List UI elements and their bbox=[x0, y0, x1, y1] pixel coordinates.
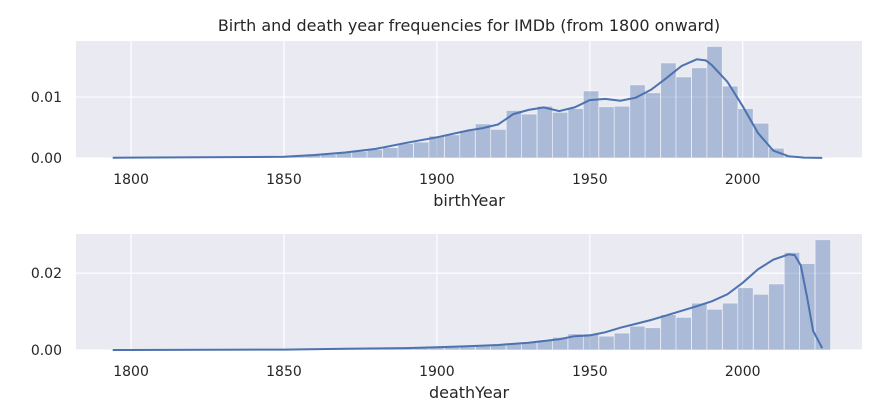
histogram-bar bbox=[660, 314, 677, 351]
histogram-bar bbox=[459, 130, 476, 159]
histogram-bar bbox=[382, 147, 399, 159]
death-year-panel: 1800 1850 1900 1950 2000 0.00 0.02 deathYear bbox=[31, 234, 862, 402]
histogram-bar bbox=[366, 149, 383, 159]
histogram-bar bbox=[552, 111, 569, 159]
histogram-bar bbox=[737, 108, 754, 159]
x-tick-label: 1850 bbox=[266, 172, 302, 188]
x-tick-label: 1900 bbox=[419, 172, 455, 188]
histogram-bar bbox=[613, 332, 631, 351]
histogram-bar bbox=[768, 147, 785, 159]
histogram-bar bbox=[691, 67, 708, 159]
y-tick-label: 0.00 bbox=[31, 343, 62, 359]
x-tick-label: 1800 bbox=[113, 364, 149, 380]
histogram-bar bbox=[768, 283, 785, 351]
x-tick-label: 2000 bbox=[725, 172, 761, 188]
histogram-bar bbox=[644, 327, 661, 351]
x-tick-labels: 1800 1850 1900 1950 2000 bbox=[113, 172, 760, 188]
histogram-bar bbox=[490, 128, 507, 159]
histogram-bar bbox=[536, 105, 553, 159]
histogram-bar bbox=[413, 141, 430, 159]
histogram-bar bbox=[814, 239, 831, 351]
histogram-bar bbox=[752, 293, 770, 351]
histogram-bar bbox=[722, 302, 739, 351]
x-tick-label: 1800 bbox=[113, 172, 149, 188]
x-axis-label: birthYear bbox=[433, 191, 505, 210]
histogram-bar bbox=[722, 85, 739, 159]
histogram-bar bbox=[644, 92, 661, 159]
histogram-bar bbox=[521, 113, 538, 159]
y-tick-label: 0.02 bbox=[31, 266, 62, 282]
histogram-bar bbox=[675, 316, 692, 351]
birth-year-panel: 1800 1850 1900 1950 2000 0.00 0.01 birthYear bbox=[31, 41, 862, 210]
x-tick-label: 1950 bbox=[572, 172, 608, 188]
x-tick-label: 1950 bbox=[572, 364, 608, 380]
y-tick-labels: 0.00 0.02 bbox=[31, 266, 62, 359]
x-tick-label: 2000 bbox=[725, 364, 761, 380]
histogram-bar bbox=[428, 135, 445, 159]
histogram-bar bbox=[737, 287, 754, 351]
histogram-bar bbox=[675, 76, 692, 159]
chart-title: Birth and death year frequencies for IMD… bbox=[218, 16, 720, 35]
histogram-bar bbox=[444, 134, 461, 159]
y-tick-label: 0.00 bbox=[31, 151, 62, 167]
plot-area bbox=[76, 41, 862, 158]
histogram-bar bbox=[567, 108, 584, 159]
x-tick-label: 1900 bbox=[419, 364, 455, 380]
y-tick-label: 0.01 bbox=[31, 90, 62, 106]
histogram-bar bbox=[613, 105, 631, 159]
y-tick-labels: 0.00 0.01 bbox=[31, 90, 62, 167]
histogram-bar bbox=[783, 252, 801, 351]
x-tick-label: 1850 bbox=[266, 364, 302, 380]
histogram-bar bbox=[397, 142, 414, 159]
kde-curve bbox=[112, 58, 823, 159]
histogram-bar bbox=[691, 302, 708, 351]
x-tick-labels: 1800 1850 1900 1950 2000 bbox=[113, 364, 760, 380]
kde-curve bbox=[112, 253, 824, 351]
histogram-bar bbox=[629, 325, 646, 351]
x-axis-label: deathYear bbox=[429, 383, 510, 402]
histogram-bar bbox=[598, 335, 615, 351]
histogram-bar bbox=[706, 308, 723, 351]
histogram-bar bbox=[598, 106, 615, 159]
histogram-bar bbox=[799, 263, 816, 351]
